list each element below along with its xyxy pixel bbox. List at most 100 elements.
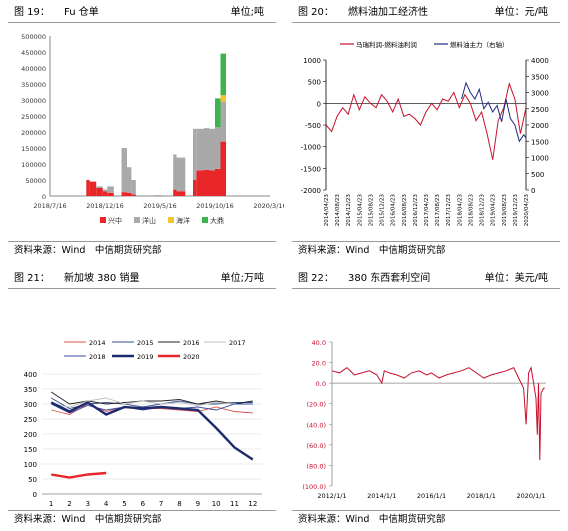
source-note: 资料来源：Wind 中信期货研究部 [292, 241, 560, 258]
legend-label: 2014 [89, 339, 106, 347]
y-tick-label: 0 [42, 193, 46, 201]
bar [193, 128, 197, 180]
chart-title: 新加坡 380 销量 [64, 273, 140, 284]
bar [196, 128, 204, 171]
bar [176, 157, 186, 192]
x-tick-label: 2017/04/23 [424, 194, 430, 227]
y-tick-label: 400000 [21, 65, 46, 73]
bar [131, 180, 136, 195]
x-tick-label: 1 [49, 500, 53, 508]
ew-arbitrage-chart: 40.0 20.0 0.0 (20.0) (40.0) (60.0) (80.0) (100.… [302, 339, 546, 500]
x-tick-label: 2019/10/16 [196, 202, 233, 210]
bar [176, 191, 186, 196]
bar [196, 170, 204, 196]
y-tick-label: -1000 [301, 144, 321, 152]
y-tick-label: (100.0) [302, 483, 326, 491]
bar [204, 169, 210, 196]
y2-tick-label: 0 [531, 187, 535, 195]
y-tick-label: (40.0) [306, 421, 326, 429]
bar [89, 181, 97, 196]
legend-label: 2016 [183, 339, 200, 347]
x-tick-label: 2019/08/23 [502, 194, 508, 227]
x-tick-label: 10 [212, 500, 221, 508]
fuel-processing-chart: -2000 -1500 -1000 -500 0 500 1000 0 500 1000 1500 2… [301, 40, 549, 227]
legend-label: 兴中 [108, 216, 122, 225]
x-tick-label: 2018/12/16 [86, 202, 123, 210]
y-tick-label: 250000 [21, 113, 46, 121]
legend-label: 大鼎 [210, 216, 224, 225]
x-tick-label: 2019/12/23 [513, 194, 519, 227]
y-tick-label: 400 [24, 371, 37, 379]
x-tick-label: 2018/1/1 [467, 492, 496, 500]
fu-warrant-panel: 图 19： Fu 仓单 单位;吨 0 50000 100000 150000 20000… [0, 0, 284, 262]
x-tick-label: 6 [141, 500, 146, 508]
x-tick-label: 2018/7/16 [33, 202, 66, 210]
x-tick-label: 2015/04/23 [357, 194, 363, 227]
series-line [50, 401, 254, 461]
x-tick-label: 2020/3/16 [253, 202, 284, 210]
legend-label: 马瑞利润-燃料油利润 [356, 40, 417, 49]
y-tick-label: 150000 [21, 145, 46, 153]
bar [215, 168, 221, 196]
legend-label: 2015 [137, 339, 154, 347]
legend-label: 2020 [183, 353, 200, 361]
x-tick-label: 2020/1/1 [516, 492, 545, 500]
figure-number: 图 19： [14, 7, 50, 18]
x-tick-label: 11 [230, 500, 239, 508]
bar [107, 186, 114, 193]
y2-tick-label: 1000 [531, 155, 549, 163]
legend-label: 海洋 [176, 216, 190, 225]
legend-swatch [134, 217, 140, 223]
x-tick-label: 2018/04/23 [457, 194, 463, 227]
y-tick-label: 150 [24, 446, 37, 454]
x-tick-label: 9 [196, 500, 200, 508]
bar [204, 128, 210, 170]
y-tick-label: 100 [24, 461, 37, 469]
x-tick-label: 2016/08/23 [402, 194, 408, 227]
y-tick-label: 100000 [21, 161, 46, 169]
legend-swatch [168, 217, 174, 223]
y-tick-label: 350000 [21, 81, 46, 89]
bar [96, 188, 103, 196]
x-tick-label: 2014/08/23 [335, 194, 341, 227]
legend-label: 2017 [229, 339, 246, 347]
bar [173, 154, 177, 190]
x-tick-label: 2019/04/23 [491, 194, 497, 227]
x-tick-label: 2014/1/1 [367, 492, 396, 500]
series-line [325, 82, 527, 160]
y-tick-label: 350 [24, 386, 37, 394]
x-tick-label: 2017/08/23 [435, 194, 441, 227]
y-tick-label: 250 [24, 416, 37, 424]
bar [220, 101, 226, 142]
y-tick-label: 40.0 [312, 339, 326, 347]
y2-tick-label: 2000 [531, 122, 549, 130]
source-note: 资料来源：Wind 中信期货研究部 [292, 510, 560, 527]
x-tick-label: 2018/08/23 [468, 194, 474, 227]
bar [220, 141, 226, 196]
x-tick-label: 2018/12/23 [480, 194, 486, 227]
y2-tick-label: 4000 [531, 57, 549, 65]
bar [220, 53, 226, 96]
x-tick-label: 8 [177, 500, 181, 508]
legend-label: 洋山 [142, 216, 156, 225]
y-tick-label: 20.0 [312, 360, 326, 368]
y-tick-label: 0 [317, 100, 321, 108]
chart-title: Fu 仓单 [64, 7, 99, 18]
figure-caption: 图 22： 380 东西套利空间 单位：美元/吨 [292, 270, 560, 289]
chart-title: 380 东西套利空间 [348, 273, 431, 284]
series-line [51, 471, 107, 479]
x-tick-label: 2015/08/23 [368, 194, 374, 227]
source-note: 资料来源：Wind 中信期货研究部 [8, 241, 276, 258]
y-tick-label: 1000 [303, 57, 321, 65]
figure-number: 图 21： [14, 273, 50, 284]
chart-title: 燃料油加工经济性 [348, 7, 428, 18]
series-line [51, 397, 253, 408]
bar [86, 180, 90, 196]
x-tick-label: 2015/12/23 [380, 194, 386, 227]
bar [102, 189, 108, 192]
y-tick-label: 0 [33, 491, 37, 499]
x-tick-label: 7 [159, 500, 163, 508]
y-tick-label: 50000 [25, 177, 46, 185]
bar [220, 95, 226, 102]
